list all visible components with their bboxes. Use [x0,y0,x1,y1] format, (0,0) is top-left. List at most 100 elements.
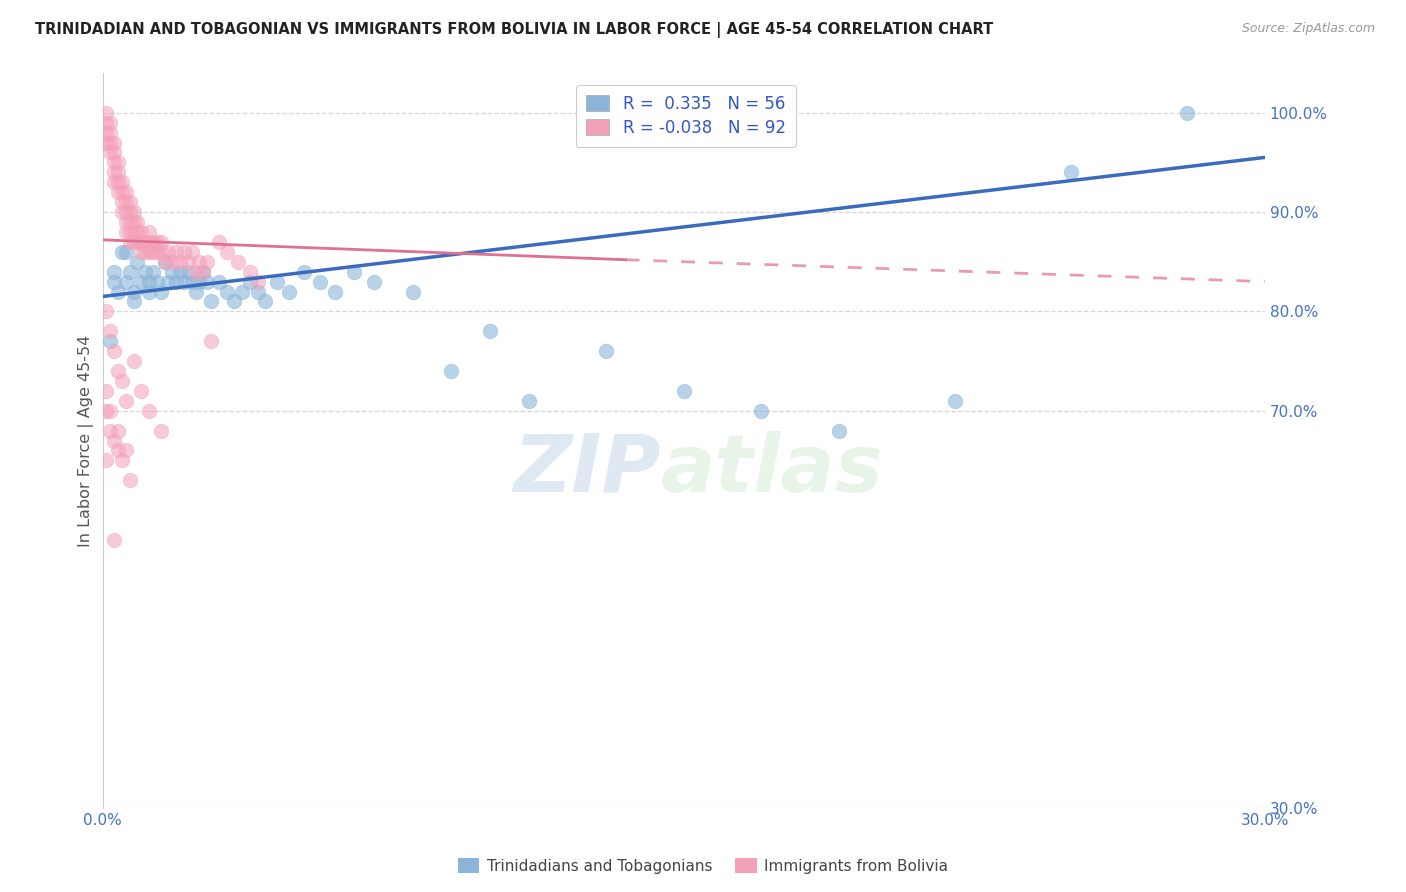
Point [142,235,165,249]
Point [127,215,149,229]
Point [96,304,118,318]
Point [246,285,269,299]
Point [134,244,156,259]
Point [200,334,222,349]
Point [595,344,617,359]
Legend: Trinidadians and Tobagonians, Immigrants from Bolivia: Trinidadians and Tobagonians, Immigrants… [451,852,955,880]
Point [517,393,540,408]
Point [103,533,125,547]
Point [107,285,129,299]
Point [142,244,165,259]
Text: TRINIDADIAN AND TOBAGONIAN VS IMMIGRANTS FROM BOLIVIA IN LABOR FORCE | AGE 45-54: TRINIDADIAN AND TOBAGONIAN VS IMMIGRANTS… [35,22,994,38]
Point [231,285,253,299]
Point [184,285,207,299]
Point [149,244,172,259]
Point [96,105,118,120]
Point [103,175,125,189]
Point [292,265,315,279]
Point [184,265,207,279]
Point [138,225,160,239]
Point [96,403,118,417]
Point [138,285,160,299]
Point [134,235,156,249]
Point [173,244,195,259]
Point [111,205,134,219]
Point [115,195,138,210]
Point [308,275,330,289]
Point [96,136,118,150]
Point [122,225,145,239]
Point [127,254,149,268]
Point [122,285,145,299]
Point [111,374,134,388]
Point [103,165,125,179]
Point [111,175,134,189]
Point [363,275,385,289]
Point [98,334,121,349]
Legend: R =  0.335   N = 56, R = -0.038   N = 92: R = 0.335 N = 56, R = -0.038 N = 92 [576,85,796,147]
Point [98,126,121,140]
Point [162,254,184,268]
Point [146,244,169,259]
Point [122,235,145,249]
Point [195,254,218,268]
Point [149,285,172,299]
Text: atlas: atlas [661,431,883,509]
Point [177,254,200,268]
Point [193,265,215,279]
Point [165,275,187,289]
Point [107,424,129,438]
Point [134,265,156,279]
Point [103,275,125,289]
Point [180,244,202,259]
Point [115,215,138,229]
Point [323,285,346,299]
Point [115,275,138,289]
Point [103,265,125,279]
Point [107,155,129,169]
Point [115,205,138,219]
Point [142,265,165,279]
Point [200,294,222,309]
Point [111,244,134,259]
Point [96,453,118,467]
Point [157,275,180,289]
Point [115,244,138,259]
Point [115,225,138,239]
Point [103,434,125,448]
Point [98,145,121,160]
Point [215,244,238,259]
Point [118,215,141,229]
Point [162,265,184,279]
Point [98,424,121,438]
Point [165,244,187,259]
Point [131,275,153,289]
Point [173,275,195,289]
Point [277,285,299,299]
Point [177,265,200,279]
Y-axis label: In Labor Force | Age 45-54: In Labor Force | Age 45-54 [79,334,94,547]
Point [103,145,125,160]
Point [111,195,134,210]
Point [118,473,141,487]
Point [208,235,231,249]
Point [1177,105,1199,120]
Text: ZIP: ZIP [513,431,661,509]
Point [115,443,138,458]
Point [169,254,191,268]
Point [131,244,153,259]
Point [215,285,238,299]
Point [138,244,160,259]
Point [343,265,366,279]
Point [828,424,851,438]
Point [146,235,169,249]
Point [131,225,153,239]
Point [122,354,145,368]
Point [131,384,153,398]
Point [98,115,121,129]
Point [103,344,125,359]
Point [226,254,249,268]
Point [157,244,180,259]
Point [149,235,172,249]
Point [122,215,145,229]
